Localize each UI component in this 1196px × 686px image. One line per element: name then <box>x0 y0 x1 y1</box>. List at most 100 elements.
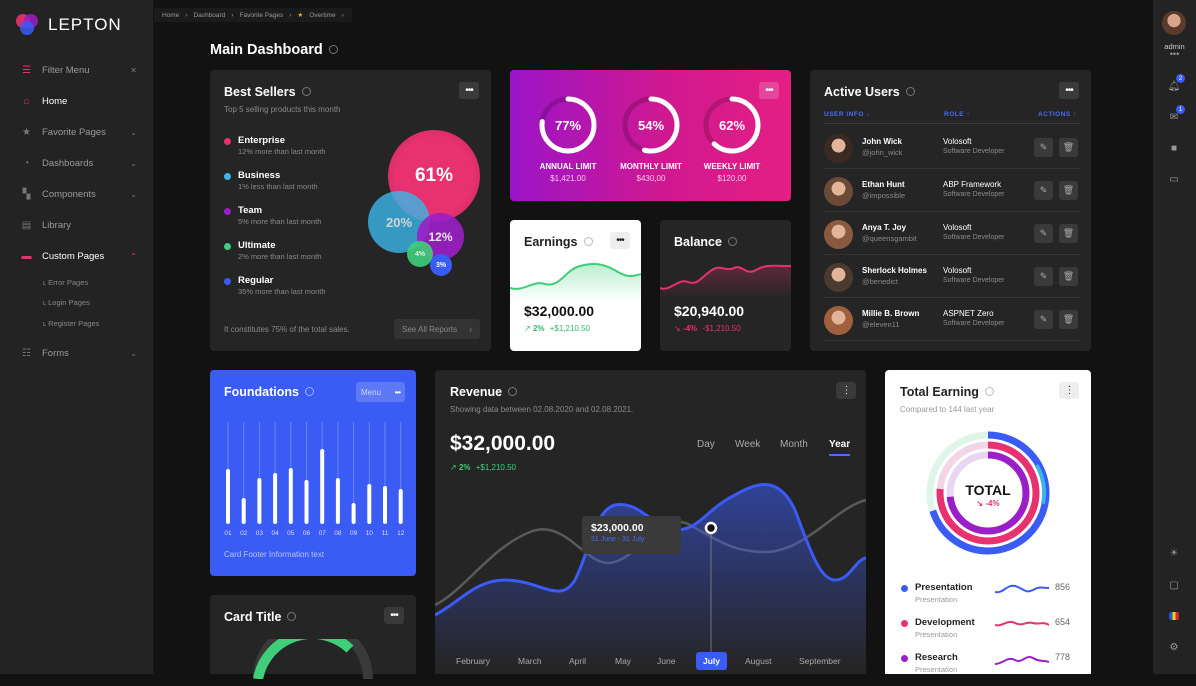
avatar <box>824 134 853 163</box>
sidebar-item-library[interactable]: ▤ Library <box>0 210 153 241</box>
chat-icon[interactable]: ✉ 1 <box>1167 105 1185 124</box>
sidebar-item-favorite-pages[interactable]: ★ Favorite Pages ⌄ <box>0 117 153 148</box>
user-name: John Wick <box>862 137 902 146</box>
card-title: Total Earning <box>900 385 994 399</box>
language-flag-icon[interactable] <box>1167 609 1181 623</box>
delete-trash-icon[interactable]: 🗑︎ <box>1059 267 1078 286</box>
more-options-button[interactable]: ⋮ <box>836 382 856 399</box>
breadcrumb-item[interactable]: Home <box>162 11 180 19</box>
more-options-button[interactable]: ••• <box>384 607 404 624</box>
chevron-down-icon: ⌄ <box>130 190 137 199</box>
info-icon[interactable] <box>984 387 994 397</box>
total-earning-radial-chart <box>926 431 1050 555</box>
info-icon[interactable] <box>508 387 518 397</box>
legend-sparkline <box>995 584 1049 594</box>
more-options-button[interactable]: ••• <box>1059 82 1079 99</box>
sidebar-nav: ☰ Filter Menu ✕ ⌂ Home ★ Favorite Pages … <box>0 55 153 369</box>
delete-trash-icon[interactable]: 🗑︎ <box>1059 138 1078 157</box>
breadcrumb-item[interactable]: Overtime <box>309 11 336 19</box>
logo[interactable]: LEPTON <box>14 12 122 38</box>
menu-button[interactable]: Menu ••• <box>356 382 405 402</box>
column-header-role[interactable]: ROLE ↑ <box>944 111 970 118</box>
legend-dot-icon <box>901 620 908 627</box>
avatar <box>824 220 853 249</box>
tab-month[interactable]: Month <box>780 439 808 450</box>
limits-card: ••• 77% 54% 62% ANNUAL LIMIT $1,421.00 MON… <box>510 70 791 201</box>
tab-year[interactable]: Year <box>829 439 851 456</box>
sidebar-subitem-error-pages[interactable]: ʟ Error Pages <box>43 277 89 287</box>
info-icon[interactable] <box>328 44 338 54</box>
info-icon[interactable] <box>583 237 593 247</box>
legend-name: Presentation <box>915 582 973 593</box>
gauge-fill <box>539 96 597 154</box>
legend-dot-icon <box>224 278 231 285</box>
edit-pencil-icon[interactable]: ✎ <box>1034 138 1053 157</box>
total-earning-card: Total Earning Compared to 144 last year … <box>885 370 1091 674</box>
info-icon[interactable] <box>727 237 737 247</box>
user-menu-icon[interactable]: ••• <box>1169 49 1180 59</box>
user-role: Software Developer <box>943 148 1005 155</box>
column-header-actions[interactable]: ACTIONS ↑ <box>1038 111 1077 118</box>
bar-label: 10 <box>366 530 374 537</box>
sidebar-item-components[interactable]: ▚ Components ⌄ <box>0 179 153 210</box>
avatar <box>824 306 853 335</box>
info-icon[interactable] <box>287 612 297 622</box>
sidebar-item-forms[interactable]: ☷ Forms ⌄ <box>0 338 153 369</box>
settings-gear-icon[interactable]: ⚙ <box>1169 641 1179 653</box>
theme-sun-icon[interactable]: ☀ <box>1169 547 1179 559</box>
info-icon[interactable] <box>301 87 311 97</box>
month-label: March <box>518 656 542 666</box>
table-row[interactable]: Millie B. Brown @eleven11 ASPNET Zero Softw… <box>824 298 1080 341</box>
sidebar-subitem-login-pages[interactable]: ʟ Login Pages <box>43 298 90 308</box>
info-icon[interactable] <box>305 387 314 397</box>
user-company: Volosoft <box>943 137 972 146</box>
table-row[interactable]: Anya T. Joy @queensgambit Volosoft Software… <box>824 212 1080 255</box>
table-row[interactable]: Ethan Hunt @impossible ABP Framework Softwa… <box>824 169 1080 212</box>
edit-pencil-icon[interactable]: ✎ <box>1034 267 1053 286</box>
filter-menu[interactable]: ☰ Filter Menu ✕ <box>0 55 153 86</box>
more-options-button[interactable]: ••• <box>759 82 779 99</box>
delete-trash-icon[interactable]: 🗑︎ <box>1059 181 1078 200</box>
legend-item: Presentation Presentation 856 <box>901 582 1081 616</box>
edit-pencil-icon[interactable]: ✎ <box>1034 181 1053 200</box>
month-label: June <box>657 656 676 666</box>
layout-icon[interactable]: ▢ <box>1169 579 1179 591</box>
column-header-user-info[interactable]: USER INFO ↓ <box>824 111 870 118</box>
sidebar-subitem-register-pages[interactable]: ʟ Register Pages <box>43 318 100 328</box>
breadcrumb-separator-icon: › <box>341 11 344 19</box>
tab-day[interactable]: Day <box>697 439 715 450</box>
more-options-button[interactable]: ⋮ <box>1059 382 1079 399</box>
see-all-reports-button[interactable]: See All Reports › <box>394 319 480 339</box>
breadcrumb-item[interactable]: Dashboard <box>193 11 226 19</box>
balance-delta: -$1,210.50 <box>702 324 741 333</box>
delete-trash-icon[interactable]: 🗑︎ <box>1059 224 1078 243</box>
sidebar-item-custom-pages[interactable]: ▬ Custom Pages ⌃ <box>0 241 153 272</box>
delete-trash-icon[interactable]: 🗑︎ <box>1059 310 1078 329</box>
briefcase-icon[interactable]: ■ <box>1170 142 1178 154</box>
table-row[interactable]: John Wick @john_wick Volosoft Software Deve… <box>824 126 1080 169</box>
month-label-active[interactable]: July <box>696 652 728 670</box>
bell-icon[interactable]: 🔔︎ 2 <box>1167 74 1185 93</box>
more-options-button[interactable]: ••• <box>459 82 479 99</box>
right-toolbar: admin ••• 🔔︎ 2 ✉ 1 ■ ▭ ☀ ▢ ⚙ <box>1153 0 1196 674</box>
user-avatar[interactable] <box>1162 11 1186 35</box>
info-icon[interactable] <box>905 87 915 97</box>
sidebar-item-dashboards[interactable]: ◔ Dashboards ⌄ <box>0 148 153 179</box>
card-footer-text: Card Footer Information text <box>224 550 325 559</box>
breadcrumb-item[interactable]: Favorite Pages <box>239 11 284 19</box>
card-title-text: Balance <box>674 235 722 249</box>
progress-gauge <box>253 639 373 679</box>
earnings-card: Earnings ••• $32,000.00 ↗ 2% +$1,210.50 <box>510 220 641 351</box>
edit-pencil-icon[interactable]: ✎ <box>1034 224 1053 243</box>
edit-pencil-icon[interactable]: ✎ <box>1034 310 1053 329</box>
more-options-button[interactable]: ••• <box>610 232 630 249</box>
close-icon[interactable]: ✕ <box>130 66 137 75</box>
sidebar-item-home[interactable]: ⌂ Home <box>0 86 153 117</box>
wallet-icon[interactable]: ▭ <box>1169 173 1179 185</box>
card-title: Best Sellers <box>224 85 311 99</box>
table-row[interactable]: Sherlock Holmes @benedict Volosoft Software… <box>824 255 1080 298</box>
home-icon: ⌂ <box>23 96 30 107</box>
bar-label: 03 <box>256 530 264 537</box>
tab-week[interactable]: Week <box>735 439 761 450</box>
user-company: ASPNET Zero <box>943 309 994 318</box>
